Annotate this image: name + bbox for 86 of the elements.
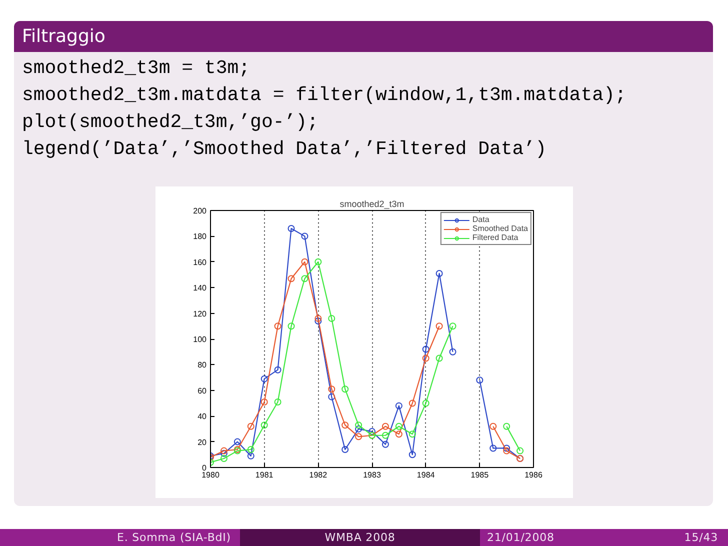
point [342,422,349,429]
y-tick-label: 100 [193,335,208,344]
y-tick-label: 200 [193,206,208,216]
point [274,322,282,330]
x-tick-label: 1982 [309,470,328,480]
point [449,322,456,330]
legend-label: Data [472,215,490,224]
point [395,422,402,430]
text: legend(’Data’,’Smoothed Data’,’Filtered Data’) [22,137,548,162]
point [260,422,268,429]
point [355,425,362,432]
y-tick-label: 0 [202,464,208,472]
point [260,375,268,382]
point [395,430,402,438]
chart-subtitle: smoothed2_t3m [340,199,404,209]
text: 15/43 [630,529,728,546]
point [288,224,295,232]
point [328,393,336,400]
text: WMBA 2008 [240,529,480,546]
x-tick-label: 1986 [524,470,543,480]
point [503,444,510,452]
x-tick-label: 1981 [255,470,274,480]
y-tick-label: 120 [193,309,208,318]
point [314,314,322,322]
point [436,354,443,362]
point [247,452,254,460]
point [288,275,295,282]
text: smoothed2_t3m.matdata = filter(window,1,t3m.matdata); [22,83,626,108]
point [220,447,228,454]
point [395,402,402,410]
point [408,400,416,407]
text: smoothed2_t3m = t3m; [22,56,252,81]
point [382,440,389,448]
point [274,398,282,406]
legend-label: Smoothed Data [472,224,528,233]
point [476,376,484,384]
point [368,428,376,436]
point [503,422,510,430]
y-tick-label: 40 [198,412,208,422]
legend-label: Filtered Data [472,233,518,242]
text: 21/01/2008 [480,529,630,546]
point [301,232,308,240]
x-tick-label: 1984 [416,470,436,480]
point [382,422,389,430]
point [449,348,456,356]
point [314,258,322,266]
point [503,447,510,454]
point [422,354,430,362]
point [260,398,268,406]
y-tick-label: 140 [193,284,208,293]
point [220,450,228,457]
text: Filtraggio [21,25,106,49]
point [436,322,443,330]
point [422,400,430,407]
point [220,455,228,462]
y-tick-label: 20 [198,438,208,447]
y-tick-label: 80 [198,360,208,370]
text: plot(smoothed2_t3m,’go-’); [22,110,320,135]
point [490,444,497,452]
point [234,438,241,446]
point [408,430,416,438]
point [328,314,336,322]
x-tick-label: 1983 [363,470,382,480]
point [301,258,308,266]
point [422,346,430,353]
point [247,446,254,454]
point [490,422,497,430]
y-tick-label: 60 [198,386,208,396]
text: E. Somma (SIA-BdI) [0,529,240,546]
point [301,275,308,282]
point [328,386,336,393]
point [355,433,362,440]
point [408,451,416,458]
point [314,318,322,325]
point [342,446,349,454]
point [436,270,443,277]
point [382,432,389,439]
y-tick-label: 160 [193,258,208,267]
x-tick-label: 1985 [470,470,490,480]
point [355,422,362,429]
point [342,386,349,393]
point [288,322,295,330]
y-tick-label: 180 [193,232,208,242]
x-tick-label: 1980 [202,470,220,480]
point [274,366,282,374]
point [247,422,254,430]
